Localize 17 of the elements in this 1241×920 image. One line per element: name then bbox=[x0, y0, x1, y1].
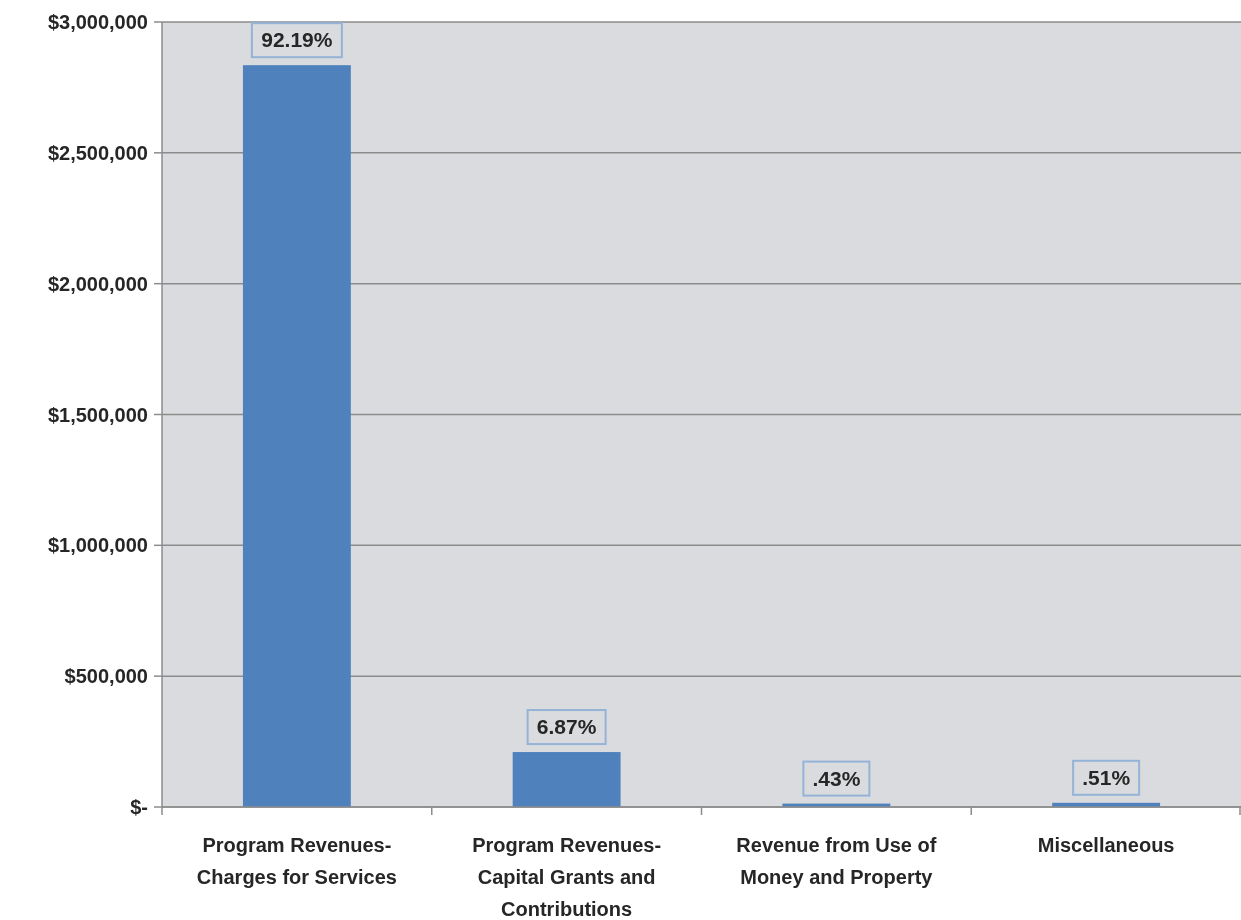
y-tick-label: $1,500,000 bbox=[47, 403, 148, 426]
x-tick-label: Program Revenues-Capital Grants and Contributions bbox=[472, 834, 662, 920]
bar bbox=[512, 752, 621, 807]
x-tick-label: Program Revenues-Charges for Services bbox=[196, 834, 397, 888]
y-tick-label: $1,000,000 bbox=[47, 534, 148, 557]
annotation: .51% bbox=[1082, 765, 1131, 789]
y-tick-label: $3,000,000 bbox=[47, 11, 148, 33]
y-tick-label: $2,500,000 bbox=[47, 141, 148, 164]
x-tick-label: Miscellaneous bbox=[1037, 834, 1175, 856]
bar bbox=[242, 65, 351, 807]
y-tick-label: $2,000,000 bbox=[47, 272, 148, 295]
annotation: 6.87% bbox=[536, 715, 597, 739]
y-tick-label: $- bbox=[130, 796, 148, 818]
annotation: 92.19% bbox=[261, 28, 333, 52]
y-tick-label: $500,000 bbox=[64, 665, 148, 688]
annotation: .43% bbox=[812, 766, 861, 790]
x-tick-label: Revenue from Use of Money and Property bbox=[736, 834, 937, 888]
